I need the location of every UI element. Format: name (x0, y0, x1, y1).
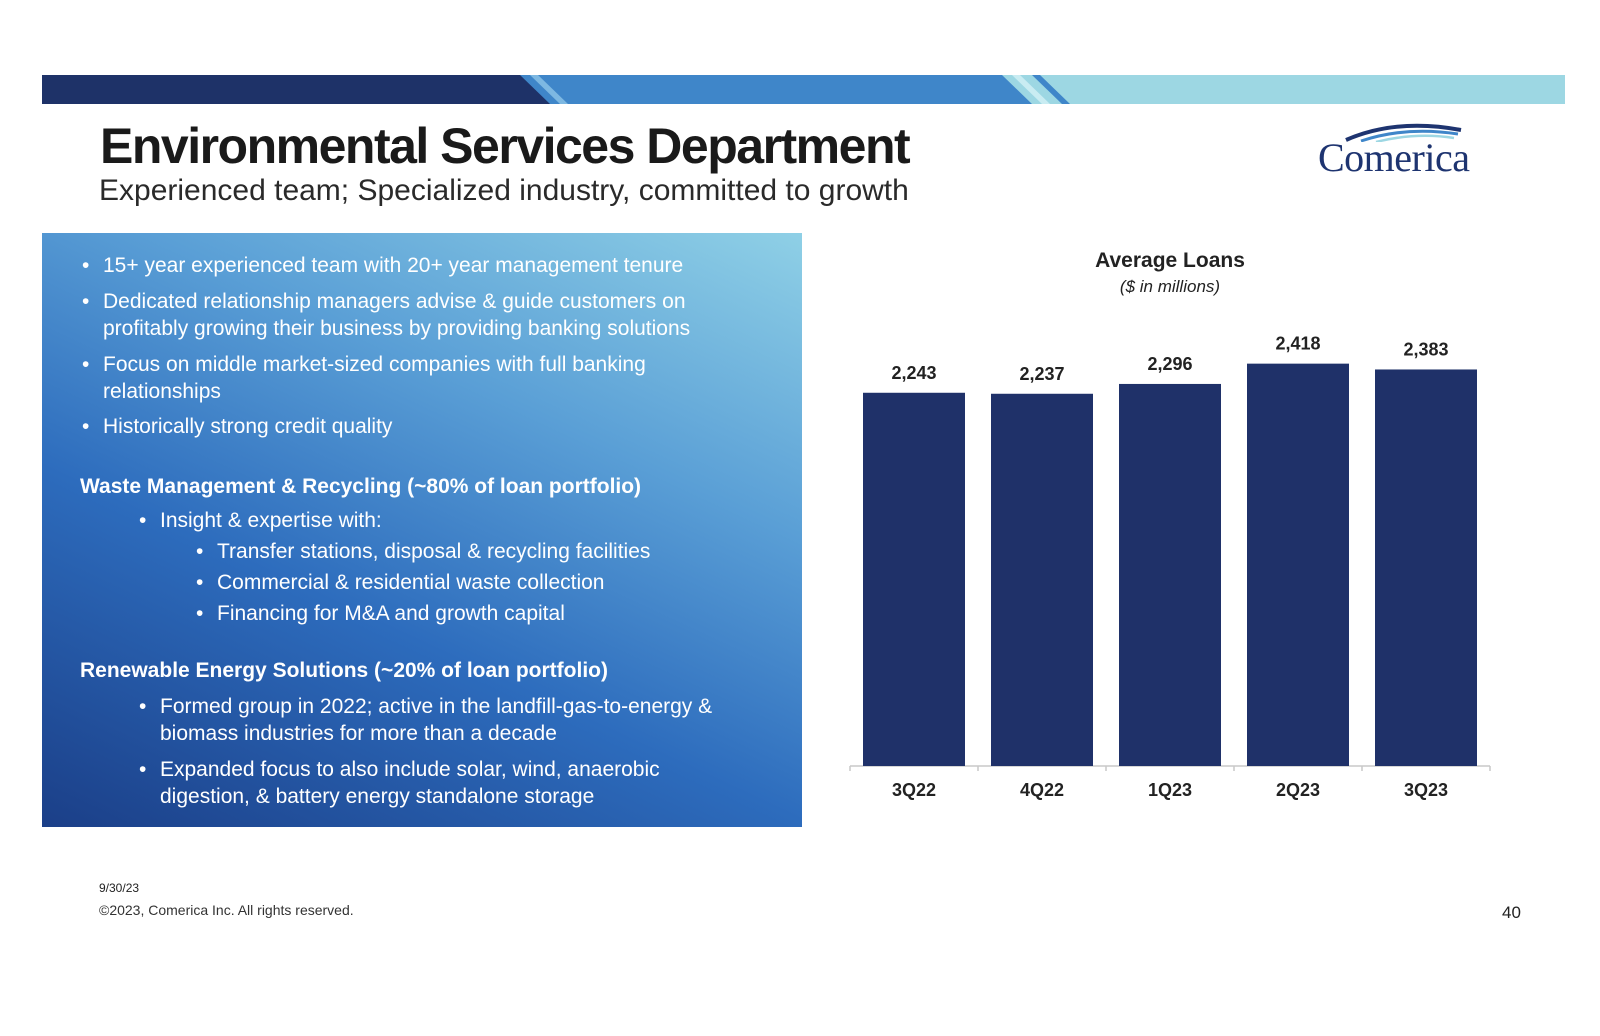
band-stripe-2 (1012, 75, 1050, 104)
bar-2Q23 (1247, 363, 1349, 766)
bullet-dot: • (196, 540, 204, 563)
bullet-text: Focus on middle market-sized companies w… (103, 353, 646, 403)
bar-4Q22 (991, 393, 1093, 766)
x-tick-label-2Q23: 2Q23 (1276, 780, 1320, 800)
renewable-item: • Expanded focus to also include solar, … (139, 756, 720, 810)
bullet-dot: • (82, 254, 90, 277)
bullet-relationship-managers: • Dedicated relationship managers advise… (82, 288, 743, 342)
x-tick-label-3Q23: 3Q23 (1404, 780, 1448, 800)
x-tick-label-3Q22: 3Q22 (892, 780, 936, 800)
chart-title: Average Loans (1095, 249, 1245, 272)
renewable-heading: Renewable Energy Solutions (~20% of loan… (80, 659, 608, 682)
bullet-dot: • (82, 353, 90, 376)
x-tick-label-1Q23: 1Q23 (1148, 780, 1192, 800)
logo-wave-icon (1345, 123, 1462, 142)
bar-3Q22 (863, 392, 965, 766)
comerica-logo: Comerica (1318, 120, 1478, 180)
page-title: Environmental Services Department (100, 118, 911, 174)
bullet-credit-quality: • Historically strong credit quality (82, 413, 743, 440)
data-label-3Q23: 2,383 (1403, 339, 1448, 359)
waste-intro: • Insight & expertise with: (139, 507, 720, 534)
bullet-text: Insight & expertise with: (160, 509, 382, 532)
logo-wordmark: Comerica (1318, 135, 1470, 180)
bullet-experienced-team: • 15+ year experienced team with 20+ yea… (82, 252, 763, 279)
bullet-dot: • (139, 758, 147, 781)
waste-item: • Transfer stations, disposal & recyclin… (196, 538, 777, 565)
bar-3Q23 (1375, 369, 1477, 766)
renewable-item: • Formed group in 2022; active in the la… (139, 693, 760, 747)
waste-item: • Commercial & residential waste collect… (196, 569, 777, 596)
data-label-2Q23: 2,418 (1275, 334, 1320, 354)
data-label-3Q22: 2,243 (891, 363, 936, 383)
chart-subtitle: ($ in millions) (1119, 277, 1221, 296)
bullet-dot: • (139, 695, 147, 718)
bullet-text: Commercial & residential waste collectio… (217, 571, 605, 594)
bullet-dot: • (82, 290, 90, 313)
bar-1Q23 (1119, 383, 1221, 766)
band-stripe-1 (530, 75, 568, 104)
footer-copyright: ©2023, Comerica Inc. All rights reserved… (99, 902, 354, 918)
waste-heading: Waste Management & Recycling (~80% of lo… (80, 475, 642, 498)
bullet-dot: • (196, 571, 204, 594)
band-light-blue (1002, 75, 1565, 104)
page-subtitle: Experienced team; Specialized industry, … (99, 174, 909, 207)
bullet-dot: • (196, 602, 204, 625)
band-stripe-3 (1032, 75, 1070, 104)
bullet-text: Historically strong credit quality (103, 415, 393, 438)
average-loans-bar-chart: 2,243 3Q22 2,237 4Q22 2,296 1Q23 2,418 2Q23 2,38… (849, 334, 1491, 800)
data-label-4Q22: 2,237 (1019, 364, 1064, 384)
waste-item: • Financing for M&A and growth capital (196, 600, 777, 627)
bullet-text: Transfer stations, disposal & recycling … (217, 540, 651, 563)
page-number: 40 (1502, 903, 1521, 922)
bullet-text: Formed group in 2022; active in the land… (160, 695, 713, 745)
data-label-1Q23: 2,296 (1147, 354, 1192, 374)
footer-date: 9/30/23 (99, 881, 140, 895)
info-panel: • 15+ year experienced team with 20+ yea… (42, 233, 802, 827)
bullet-text: Dedicated relationship managers advise &… (103, 290, 691, 340)
bullet-text: 15+ year experienced team with 20+ year … (103, 254, 684, 277)
bullet-dot: • (139, 509, 147, 532)
header-color-band (42, 75, 1565, 104)
bullet-dot: • (82, 415, 90, 438)
bullet-middle-market: • Focus on middle market-sized companies… (82, 351, 703, 405)
bullet-text: Financing for M&A and growth capital (217, 602, 565, 625)
x-tick-label-4Q22: 4Q22 (1020, 780, 1064, 800)
bullet-text: Expanded focus to also include solar, wi… (160, 758, 660, 808)
